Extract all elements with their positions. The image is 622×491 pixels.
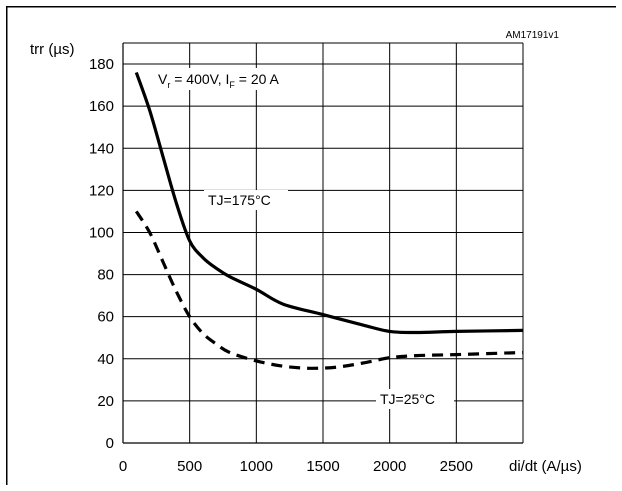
series-label-175: TJ=175°C	[208, 192, 271, 208]
x-tick-label-1000: 1000	[240, 458, 273, 475]
y-tick-label-0: 0	[106, 435, 114, 452]
x-tick-label-0: 0	[119, 458, 127, 475]
x-tick-label-2500: 2500	[440, 458, 473, 475]
y-tick-labels: 0 20 40 60 80 100 120 140 160 180	[89, 56, 114, 452]
series-line-0	[134, 71, 524, 335]
y-tick-label-40: 40	[97, 351, 114, 368]
x-tick-labels: 0 500 1000 1500 2000 2500	[119, 458, 473, 475]
y-tick-label-100: 100	[89, 224, 114, 241]
series-label-25-background	[376, 389, 454, 409]
x-tick-label-1500: 1500	[306, 458, 339, 475]
y-tick-label-60: 60	[97, 309, 114, 326]
y-tick-label-180: 180	[89, 56, 114, 73]
axes	[122, 43, 523, 444]
y-tick-label-140: 140	[89, 140, 114, 157]
figure-code: AM17191v1	[506, 30, 560, 41]
y-tick-label-160: 160	[89, 98, 114, 115]
series-label-25: TJ=25°C	[380, 391, 435, 407]
conditions-label: Vr = 400V, IF = 20 A	[158, 71, 280, 90]
x-tick-label-500: 500	[177, 458, 202, 475]
series-lines	[134, 71, 524, 370]
y-axis-label: trr (µs)	[30, 41, 74, 58]
conditions-label-background	[152, 68, 314, 90]
series-line-1	[134, 210, 524, 370]
y-tick-label-20: 20	[97, 393, 114, 410]
x-tick-label-2000: 2000	[373, 458, 406, 475]
x-axis-label: di/dt (A/µs)	[509, 458, 582, 475]
trr-vs-didt-chart: 0 20 40 60 80 100 120 140 160 180 0 500 1000 1500 200…	[6, 6, 616, 485]
y-tick-label-120: 120	[89, 182, 114, 199]
y-tick-label-80: 80	[97, 267, 114, 284]
series-label-175-background	[204, 190, 288, 210]
grid	[123, 42, 524, 443]
chart-frame: 0 20 40 60 80 100 120 140 160 180 0 500 1000 1500 200…	[6, 6, 616, 485]
